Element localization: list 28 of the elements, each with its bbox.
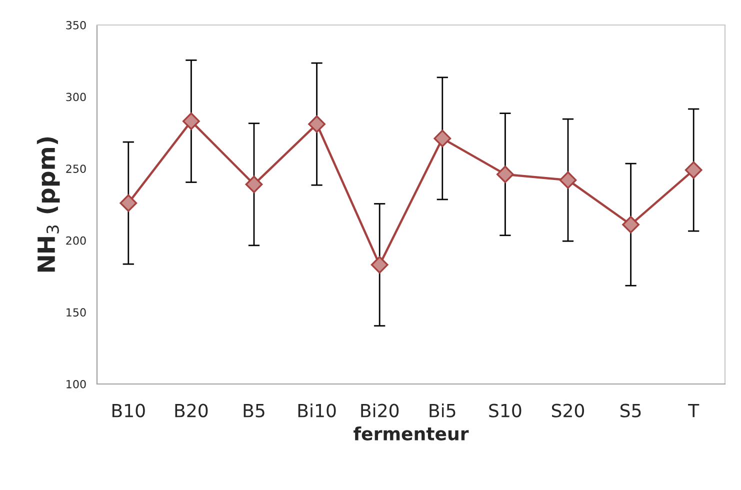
point	[370, 256, 388, 274]
y-tick-label: 250	[66, 164, 86, 173]
x-tick-label: B5	[244, 404, 264, 418]
point	[434, 130, 452, 148]
y-tick-label: 200	[66, 236, 86, 245]
x-tick-label: B20	[175, 404, 208, 418]
y-tick-label: 350	[66, 20, 86, 30]
x-tick-label: Bi20	[361, 403, 399, 418]
x-tick-label: S5	[620, 404, 641, 418]
y-tick-label: 100	[66, 380, 86, 388]
y-tick-label: 300	[66, 92, 86, 102]
point	[120, 194, 138, 212]
x-tick-label: Bi10	[298, 403, 336, 418]
x-tick-label: S10	[489, 404, 522, 418]
point	[684, 161, 702, 179]
x-tick-label: S20	[552, 404, 584, 418]
x-axis-title: fermenteur	[354, 426, 469, 440]
x-tick-label: T	[688, 404, 700, 418]
y-tick-label: 150	[66, 308, 86, 317]
point	[182, 112, 200, 130]
x-tick-label: Bi5	[430, 403, 456, 418]
point	[496, 166, 514, 184]
x-tick-label: B10	[112, 404, 145, 418]
point	[622, 216, 640, 234]
point	[559, 171, 577, 189]
point	[308, 115, 326, 133]
point	[245, 176, 263, 194]
y-axis-title: NH$_{3}$ (ppm)	[36, 137, 60, 272]
